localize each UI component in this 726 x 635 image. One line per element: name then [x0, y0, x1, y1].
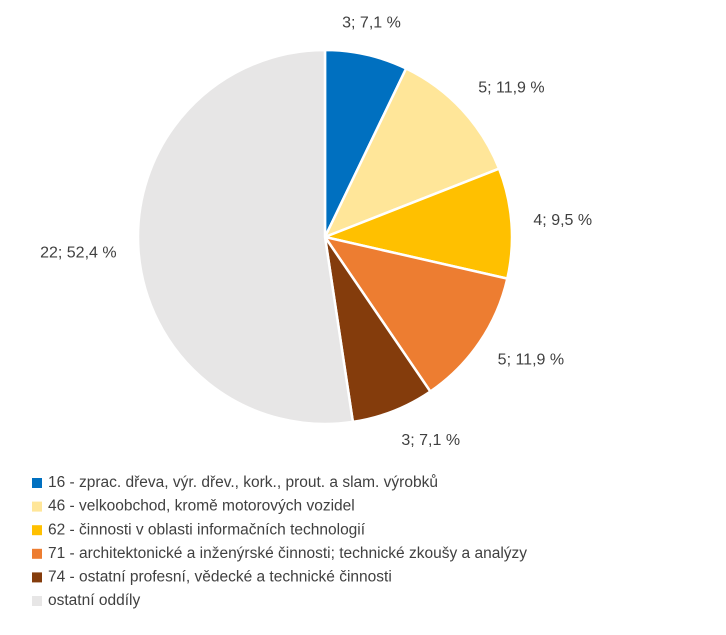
data-label: 5; 11,9 % [498, 352, 564, 369]
pie-slice [320, 167, 514, 281]
data-label: 3; 7,1 % [401, 432, 460, 449]
legend-marker [32, 478, 42, 488]
legend-label: 62 - činnosti v oblasti informačních tec… [48, 521, 366, 538]
legend-marker [32, 596, 42, 606]
data-label: 5; 11,9 % [478, 79, 544, 96]
legend-label: 16 - zprac. dřeva, výr. dřev., kork., pr… [48, 474, 438, 491]
pie-slice [322, 66, 501, 240]
data-label: 22; 52,4 % [40, 245, 117, 262]
legend-marker [32, 548, 42, 559]
legend-marker [32, 525, 42, 536]
legend-marker [32, 501, 42, 512]
legend-label: ostatní oddíly [48, 592, 140, 609]
pie-slice [322, 235, 509, 394]
data-label: 4; 9,5 % [533, 212, 592, 229]
legend-marker [32, 572, 42, 583]
pie-slice [136, 48, 355, 426]
legend-label: 46 - velkoobchod, kromě motorových vozid… [48, 498, 355, 515]
legend-label: 74 - ostatní profesní, vědecké a technic… [48, 568, 392, 585]
legend-label: 71 - architektonické a inženýrské činnos… [48, 545, 527, 562]
data-label: 3; 7,1 % [342, 15, 401, 32]
